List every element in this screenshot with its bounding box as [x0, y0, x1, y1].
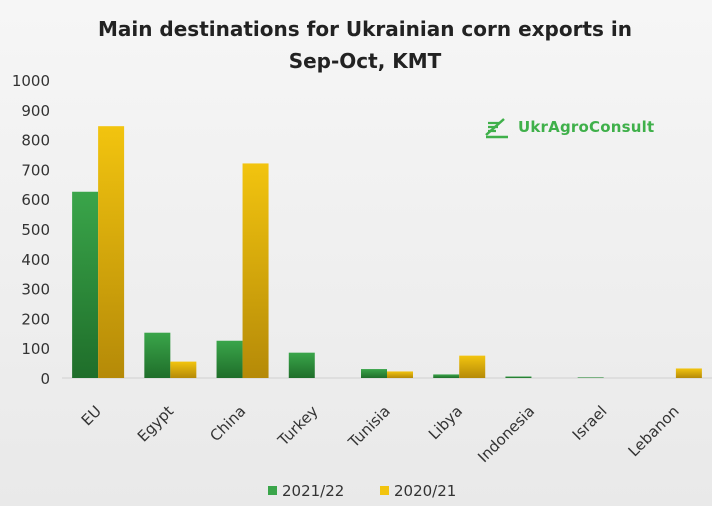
bar-2020/21-China — [242, 163, 269, 378]
y-tick-label: 1000 — [12, 72, 50, 90]
y-tick-label: 900 — [21, 102, 50, 120]
legend-swatch — [380, 486, 389, 495]
y-tick-label: 200 — [21, 310, 50, 328]
y-tick-label: 300 — [21, 281, 50, 299]
x-tick-label: Tunisia — [344, 402, 394, 452]
wheat-lines-icon — [485, 118, 508, 139]
legend-swatch — [268, 486, 277, 495]
watermark-logo: UkrAgroConsult — [484, 112, 654, 142]
watermark-text: UkrAgroConsult — [518, 118, 655, 136]
x-tick-label: Lebanon — [625, 402, 683, 460]
y-tick-label: 600 — [21, 191, 50, 209]
bar-2021/22-China — [216, 340, 243, 378]
bar-2020/21-Libya — [459, 355, 486, 378]
y-tick-label: 0 — [40, 370, 50, 388]
bar-2021/22-Libya — [433, 374, 460, 378]
bar-2020/21-Lebanon — [675, 368, 702, 378]
y-tick-label: 700 — [21, 161, 50, 179]
bar-2021/22-Turkey — [288, 352, 315, 378]
x-tick-label: Turkey — [274, 402, 322, 450]
y-tick-label: 400 — [21, 251, 50, 269]
bar-2021/22-Tunisia — [361, 369, 387, 378]
x-tick-label: Libya — [425, 402, 466, 443]
x-tick-label: EU — [78, 402, 105, 429]
x-tick-label: China — [206, 402, 249, 445]
bar-2020/21-Tunisia — [387, 371, 413, 378]
bar-2020/21-EU — [98, 126, 125, 378]
chart-title: Main destinations for Ukrainian corn exp… — [97, 17, 633, 41]
y-tick-label: 500 — [21, 221, 50, 239]
bar-2021/22-Egypt — [144, 332, 171, 378]
bar-2021/22-Indonesia — [505, 376, 532, 378]
bar-2020/21-Egypt — [170, 361, 197, 378]
x-tick-label: Israel — [569, 402, 611, 444]
x-tick-label: Indonesia — [474, 402, 538, 466]
x-tick-label: Egypt — [134, 402, 177, 445]
legend-label: 2020/21 — [394, 482, 456, 500]
bar-2021/22-EU — [72, 191, 99, 378]
y-tick-label: 800 — [21, 132, 50, 150]
y-tick-label: 100 — [21, 340, 50, 358]
bar-2021/22-Israel — [577, 377, 604, 378]
chart-subtitle: Sep-Oct, KMT — [288, 49, 442, 73]
legend-label: 2021/22 — [282, 482, 344, 500]
